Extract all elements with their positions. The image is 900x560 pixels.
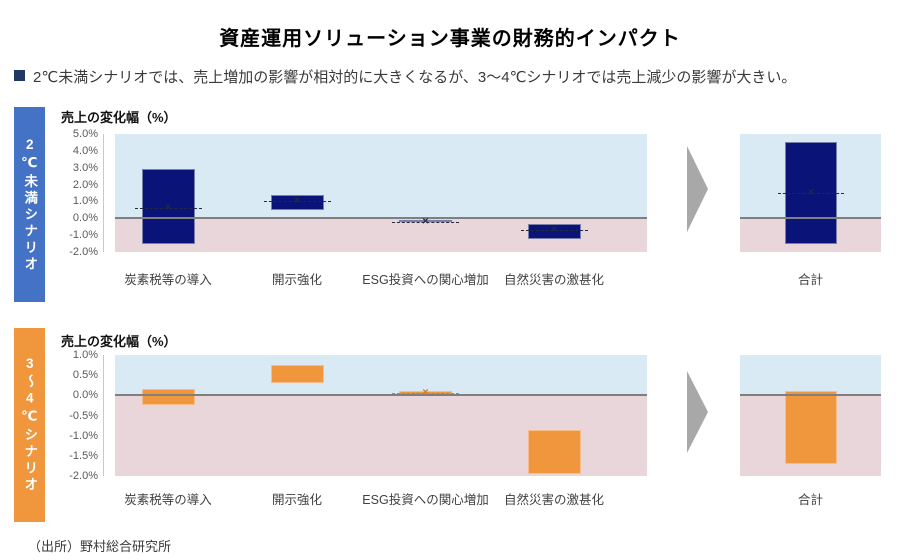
category-label: 自然災害の激甚化 bbox=[503, 493, 604, 507]
main-plot-2c: × × × × bbox=[115, 134, 647, 252]
range-bar bbox=[527, 224, 581, 239]
source-note: （出所）野村総合研究所 bbox=[28, 539, 172, 554]
scenario-34c-label: 3〜4℃シナリオ bbox=[22, 356, 38, 494]
x-marker-icon: × bbox=[422, 386, 429, 399]
y-tick-label: -2.0% bbox=[69, 246, 98, 258]
x-marker-icon: × bbox=[807, 186, 815, 199]
total-label-2c: 合計 bbox=[797, 273, 823, 287]
category-labels-34c: 炭素税等の導入 開示強化 ESG投資への関心増加 自然災害の激甚化 bbox=[115, 489, 647, 507]
range-bar bbox=[270, 365, 324, 384]
y-tick-label: 0.5% bbox=[72, 369, 98, 382]
y-axis-line-34c bbox=[103, 355, 104, 476]
bullet-square-icon bbox=[14, 70, 25, 81]
category-label: ESG投資への関心増加 bbox=[362, 493, 489, 507]
key-message-text: 2℃未満シナリオでは、売上増加の影響が相対的に大きくなるが、3〜4℃シナリオでは… bbox=[33, 69, 797, 86]
range-bar bbox=[141, 389, 195, 406]
expected-value-marker: × bbox=[134, 202, 202, 213]
y-axis-title-34c: 売上の変化幅（%） bbox=[61, 334, 177, 349]
y-tick-label: 0.0% bbox=[72, 212, 98, 225]
category-label: ESG投資への関心増加 bbox=[362, 273, 489, 287]
page-title: 資産運用ソリューション事業の財務的インパクト bbox=[219, 28, 681, 50]
range-bar bbox=[141, 169, 195, 244]
scenario-2c-sidebar: 2℃未満シナリオ bbox=[14, 107, 45, 302]
category-label: 開示強化 bbox=[271, 493, 322, 507]
arrow-right-icon bbox=[687, 371, 708, 453]
expected-value-marker: × bbox=[392, 216, 459, 227]
category-label: 開示強化 bbox=[271, 273, 322, 287]
expected-value-marker: × bbox=[392, 387, 459, 398]
total-range-bar bbox=[785, 391, 837, 464]
scenario-2c-label: 2℃未満シナリオ bbox=[22, 136, 38, 273]
key-message: 2℃未満シナリオでは、売上増加の影響が相対的に大きくなるが、3〜4℃シナリオでは… bbox=[14, 66, 896, 87]
y-tick-label: 2.0% bbox=[72, 178, 98, 191]
expected-value-marker: × bbox=[778, 187, 844, 198]
y-tick-label: 0.0% bbox=[72, 389, 98, 402]
scenario-34c-sidebar: 3〜4℃シナリオ bbox=[14, 328, 45, 522]
category-labels-2c: 炭素税等の導入 開示強化 ESG投資への関心増加 自然災害の激甚化 bbox=[115, 269, 647, 287]
y-tick-label: 3.0% bbox=[72, 161, 98, 174]
x-marker-icon: × bbox=[550, 223, 558, 236]
total-range-bar bbox=[785, 142, 837, 244]
x-marker-icon: × bbox=[164, 201, 172, 214]
expected-value-marker: × bbox=[520, 224, 588, 235]
x-marker-icon: × bbox=[293, 195, 301, 208]
positive-region bbox=[115, 134, 647, 219]
zero-line bbox=[115, 394, 647, 397]
zero-line bbox=[740, 217, 881, 220]
y-tick-label: 1.0% bbox=[72, 195, 98, 208]
y-tick-label: 4.0% bbox=[72, 144, 98, 157]
range-bar bbox=[527, 429, 581, 474]
y-tick-label: -1.5% bbox=[69, 449, 98, 462]
y-tick-label: -2.0% bbox=[69, 470, 98, 482]
y-axis-line-2c bbox=[103, 134, 104, 252]
zero-line bbox=[115, 217, 647, 220]
y-tick-label: -1.0% bbox=[69, 229, 98, 242]
zero-line bbox=[740, 394, 881, 397]
y-tick-label: 1.0% bbox=[72, 349, 98, 361]
y-tick-label: -0.5% bbox=[69, 409, 98, 422]
y-axis-title-2c: 売上の変化幅（%） bbox=[61, 110, 177, 125]
main-plot-34c: × bbox=[115, 355, 647, 476]
positive-region bbox=[740, 355, 881, 396]
category-label: 自然災害の激甚化 bbox=[503, 273, 604, 287]
total-plot-2c: × bbox=[740, 134, 881, 252]
y-axis-ticks-2c: 5.0% 4.0% 3.0% 2.0% 1.0% 0.0% -1.0% -2.0% bbox=[50, 128, 98, 258]
y-tick-label: -1.0% bbox=[69, 429, 98, 442]
total-label-34c: 合計 bbox=[797, 493, 823, 507]
y-axis-ticks-34c: 1.0% 0.5% 0.0% -0.5% -1.0% -1.5% -2.0% bbox=[50, 349, 98, 482]
category-label: 炭素税等の導入 bbox=[124, 273, 212, 287]
y-tick-label: 5.0% bbox=[72, 128, 98, 140]
x-marker-icon: × bbox=[422, 215, 429, 228]
category-label: 炭素税等の導入 bbox=[124, 493, 212, 507]
positive-region bbox=[115, 355, 647, 396]
expected-value-marker: × bbox=[263, 196, 331, 207]
arrow-right-icon bbox=[687, 146, 708, 232]
total-plot-34c bbox=[740, 355, 881, 476]
